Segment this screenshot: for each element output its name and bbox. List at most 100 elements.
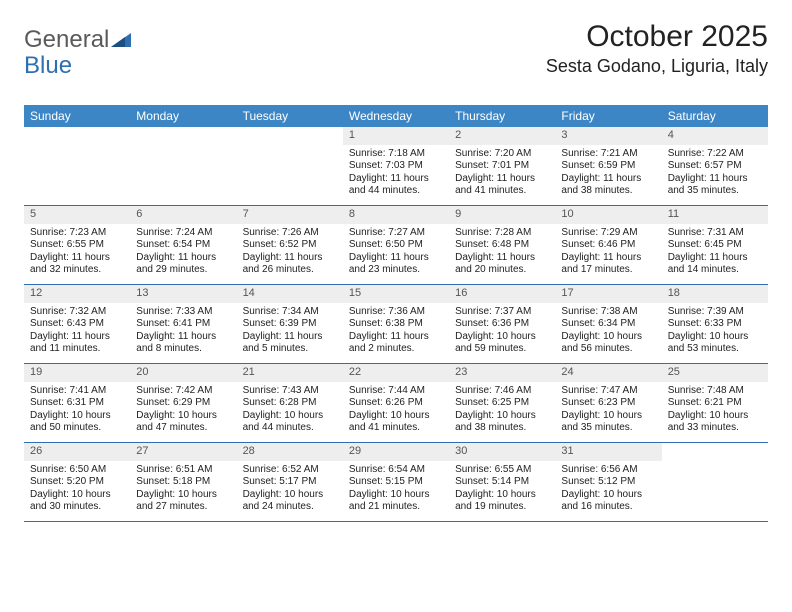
week-row: 26Sunrise: 6:50 AMSunset: 5:20 PMDayligh… <box>24 443 768 522</box>
day-number: 2 <box>449 127 555 145</box>
day-cell: 27Sunrise: 6:51 AMSunset: 5:18 PMDayligh… <box>130 443 236 521</box>
dow-monday: Monday <box>130 105 236 127</box>
day-cell: 23Sunrise: 7:46 AMSunset: 6:25 PMDayligh… <box>449 364 555 442</box>
day-body: Sunrise: 6:54 AMSunset: 5:15 PMDaylight:… <box>343 461 449 520</box>
title-block: October 2025 Sesta Godano, Liguria, Ital… <box>546 20 768 77</box>
sunset-text: Sunset: 5:14 PM <box>455 476 549 489</box>
daylight-text: Daylight: 11 hours and 29 minutes. <box>136 252 230 277</box>
sunset-text: Sunset: 7:01 PM <box>455 160 549 173</box>
daylight-text: Daylight: 10 hours and 50 minutes. <box>30 410 124 435</box>
sunrise-text: Sunrise: 7:29 AM <box>561 227 655 240</box>
sunset-text: Sunset: 6:52 PM <box>243 239 337 252</box>
sunset-text: Sunset: 6:45 PM <box>668 239 762 252</box>
day-cell: 20Sunrise: 7:42 AMSunset: 6:29 PMDayligh… <box>130 364 236 442</box>
day-number: 27 <box>130 443 236 461</box>
daylight-text: Daylight: 10 hours and 30 minutes. <box>30 489 124 514</box>
day-cell: 7Sunrise: 7:26 AMSunset: 6:52 PMDaylight… <box>237 206 343 284</box>
day-body: Sunrise: 7:48 AMSunset: 6:21 PMDaylight:… <box>662 382 768 441</box>
day-body: Sunrise: 7:18 AMSunset: 7:03 PMDaylight:… <box>343 145 449 204</box>
day-cell: 8Sunrise: 7:27 AMSunset: 6:50 PMDaylight… <box>343 206 449 284</box>
dow-friday: Friday <box>555 105 661 127</box>
daylight-text: Daylight: 10 hours and 33 minutes. <box>668 410 762 435</box>
sunrise-text: Sunrise: 7:27 AM <box>349 227 443 240</box>
dow-thursday: Thursday <box>449 105 555 127</box>
sunrise-text: Sunrise: 6:55 AM <box>455 464 549 477</box>
sunrise-text: Sunrise: 6:52 AM <box>243 464 337 477</box>
day-number: 5 <box>24 206 130 224</box>
sunrise-text: Sunrise: 7:38 AM <box>561 306 655 319</box>
day-number: 7 <box>237 206 343 224</box>
sunrise-text: Sunrise: 7:39 AM <box>668 306 762 319</box>
sunset-text: Sunset: 6:54 PM <box>136 239 230 252</box>
day-body: Sunrise: 6:55 AMSunset: 5:14 PMDaylight:… <box>449 461 555 520</box>
day-cell: 9Sunrise: 7:28 AMSunset: 6:48 PMDaylight… <box>449 206 555 284</box>
sunset-text: Sunset: 6:38 PM <box>349 318 443 331</box>
day-body: Sunrise: 6:56 AMSunset: 5:12 PMDaylight:… <box>555 461 661 520</box>
sunset-text: Sunset: 6:55 PM <box>30 239 124 252</box>
daylight-text: Daylight: 11 hours and 14 minutes. <box>668 252 762 277</box>
day-body: Sunrise: 7:23 AMSunset: 6:55 PMDaylight:… <box>24 224 130 283</box>
day-number: 4 <box>662 127 768 145</box>
day-number: 17 <box>555 285 661 303</box>
day-body: Sunrise: 6:51 AMSunset: 5:18 PMDaylight:… <box>130 461 236 520</box>
sunset-text: Sunset: 6:28 PM <box>243 397 337 410</box>
day-body: Sunrise: 7:24 AMSunset: 6:54 PMDaylight:… <box>130 224 236 283</box>
sunrise-text: Sunrise: 7:24 AM <box>136 227 230 240</box>
sunrise-text: Sunrise: 7:20 AM <box>455 148 549 161</box>
daylight-text: Daylight: 11 hours and 11 minutes. <box>30 331 124 356</box>
sunset-text: Sunset: 6:43 PM <box>30 318 124 331</box>
sunset-text: Sunset: 5:15 PM <box>349 476 443 489</box>
day-number: 11 <box>662 206 768 224</box>
day-cell: 6Sunrise: 7:24 AMSunset: 6:54 PMDaylight… <box>130 206 236 284</box>
day-cell: 22Sunrise: 7:44 AMSunset: 6:26 PMDayligh… <box>343 364 449 442</box>
day-cell: 2Sunrise: 7:20 AMSunset: 7:01 PMDaylight… <box>449 127 555 205</box>
day-body: Sunrise: 7:47 AMSunset: 6:23 PMDaylight:… <box>555 382 661 441</box>
day-number: 20 <box>130 364 236 382</box>
daylight-text: Daylight: 10 hours and 41 minutes. <box>349 410 443 435</box>
day-body: Sunrise: 7:32 AMSunset: 6:43 PMDaylight:… <box>24 303 130 362</box>
day-body: Sunrise: 7:41 AMSunset: 6:31 PMDaylight:… <box>24 382 130 441</box>
sunrise-text: Sunrise: 7:32 AM <box>30 306 124 319</box>
day-cell: 29Sunrise: 6:54 AMSunset: 5:15 PMDayligh… <box>343 443 449 521</box>
day-number: 23 <box>449 364 555 382</box>
day-body: Sunrise: 7:29 AMSunset: 6:46 PMDaylight:… <box>555 224 661 283</box>
day-cell: 18Sunrise: 7:39 AMSunset: 6:33 PMDayligh… <box>662 285 768 363</box>
sunrise-text: Sunrise: 7:18 AM <box>349 148 443 161</box>
week-row: 5Sunrise: 7:23 AMSunset: 6:55 PMDaylight… <box>24 206 768 285</box>
day-cell: 28Sunrise: 6:52 AMSunset: 5:17 PMDayligh… <box>237 443 343 521</box>
daylight-text: Daylight: 11 hours and 5 minutes. <box>243 331 337 356</box>
location: Sesta Godano, Liguria, Italy <box>546 56 768 77</box>
day-cell: 24Sunrise: 7:47 AMSunset: 6:23 PMDayligh… <box>555 364 661 442</box>
daylight-text: Daylight: 11 hours and 2 minutes. <box>349 331 443 356</box>
sunset-text: Sunset: 6:39 PM <box>243 318 337 331</box>
day-cell: 30Sunrise: 6:55 AMSunset: 5:14 PMDayligh… <box>449 443 555 521</box>
dow-row: Sunday Monday Tuesday Wednesday Thursday… <box>24 105 768 127</box>
logo-text-general: General <box>24 26 109 54</box>
day-cell: . <box>662 443 768 521</box>
sunrise-text: Sunrise: 7:36 AM <box>349 306 443 319</box>
day-cell: 3Sunrise: 7:21 AMSunset: 6:59 PMDaylight… <box>555 127 661 205</box>
day-cell: 15Sunrise: 7:36 AMSunset: 6:38 PMDayligh… <box>343 285 449 363</box>
day-number: 13 <box>130 285 236 303</box>
day-body: Sunrise: 7:42 AMSunset: 6:29 PMDaylight:… <box>130 382 236 441</box>
sunset-text: Sunset: 6:31 PM <box>30 397 124 410</box>
day-number: 19 <box>24 364 130 382</box>
day-number: 21 <box>237 364 343 382</box>
month-title: October 2025 <box>546 20 768 54</box>
sunset-text: Sunset: 6:34 PM <box>561 318 655 331</box>
day-number: 8 <box>343 206 449 224</box>
day-cell: 11Sunrise: 7:31 AMSunset: 6:45 PMDayligh… <box>662 206 768 284</box>
header: General October 2025 Sesta Godano, Ligur… <box>24 20 768 77</box>
day-cell: 14Sunrise: 7:34 AMSunset: 6:39 PMDayligh… <box>237 285 343 363</box>
week-row: 19Sunrise: 7:41 AMSunset: 6:31 PMDayligh… <box>24 364 768 443</box>
day-number: 22 <box>343 364 449 382</box>
sunset-text: Sunset: 6:26 PM <box>349 397 443 410</box>
daylight-text: Daylight: 10 hours and 16 minutes. <box>561 489 655 514</box>
sunrise-text: Sunrise: 6:50 AM <box>30 464 124 477</box>
day-cell: 21Sunrise: 7:43 AMSunset: 6:28 PMDayligh… <box>237 364 343 442</box>
sunrise-text: Sunrise: 7:26 AM <box>243 227 337 240</box>
day-cell: 19Sunrise: 7:41 AMSunset: 6:31 PMDayligh… <box>24 364 130 442</box>
sunrise-text: Sunrise: 7:42 AM <box>136 385 230 398</box>
day-body: Sunrise: 6:50 AMSunset: 5:20 PMDaylight:… <box>24 461 130 520</box>
daylight-text: Daylight: 10 hours and 19 minutes. <box>455 489 549 514</box>
